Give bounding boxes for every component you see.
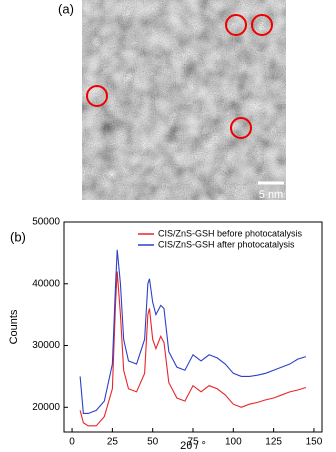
- particle-circle: [251, 14, 273, 36]
- micrograph: [82, 0, 286, 200]
- y-tick-label: 50000: [32, 217, 60, 228]
- y-axis-label: Counts: [8, 309, 20, 344]
- tem-image: 5 nm (a): [58, 0, 286, 201]
- plot-frame: [63, 221, 323, 433]
- legend-label: CIS/ZnS-GSH before photocatalysis: [158, 228, 303, 238]
- y-tick-label: 20000: [32, 402, 60, 413]
- y-tick-label: 30000: [32, 340, 60, 351]
- legend-label: CIS/ZnS-GSH after photocatalysis: [158, 239, 295, 249]
- particle-circle: [230, 117, 252, 139]
- x-tick-label: 25: [107, 437, 119, 448]
- x-tick-label: 100: [225, 437, 242, 448]
- x-tick-label: 125: [265, 437, 282, 448]
- x-axis-label: 2θ / °: [180, 440, 206, 452]
- x-tick-label: 50: [147, 437, 159, 448]
- panel-label: (b): [10, 229, 26, 244]
- particle-circle: [86, 85, 108, 107]
- x-tick-label: 0: [69, 437, 75, 448]
- series-line: [79, 271, 307, 427]
- scale-bar-label: 5 nm: [259, 189, 283, 201]
- y-tick-label: 40000: [32, 278, 60, 289]
- series-line: [79, 249, 307, 415]
- particle-circle: [225, 14, 247, 36]
- panel-label: (a): [58, 1, 74, 16]
- x-tick-label: 150: [306, 437, 323, 448]
- x-tick-label: 75: [187, 437, 199, 448]
